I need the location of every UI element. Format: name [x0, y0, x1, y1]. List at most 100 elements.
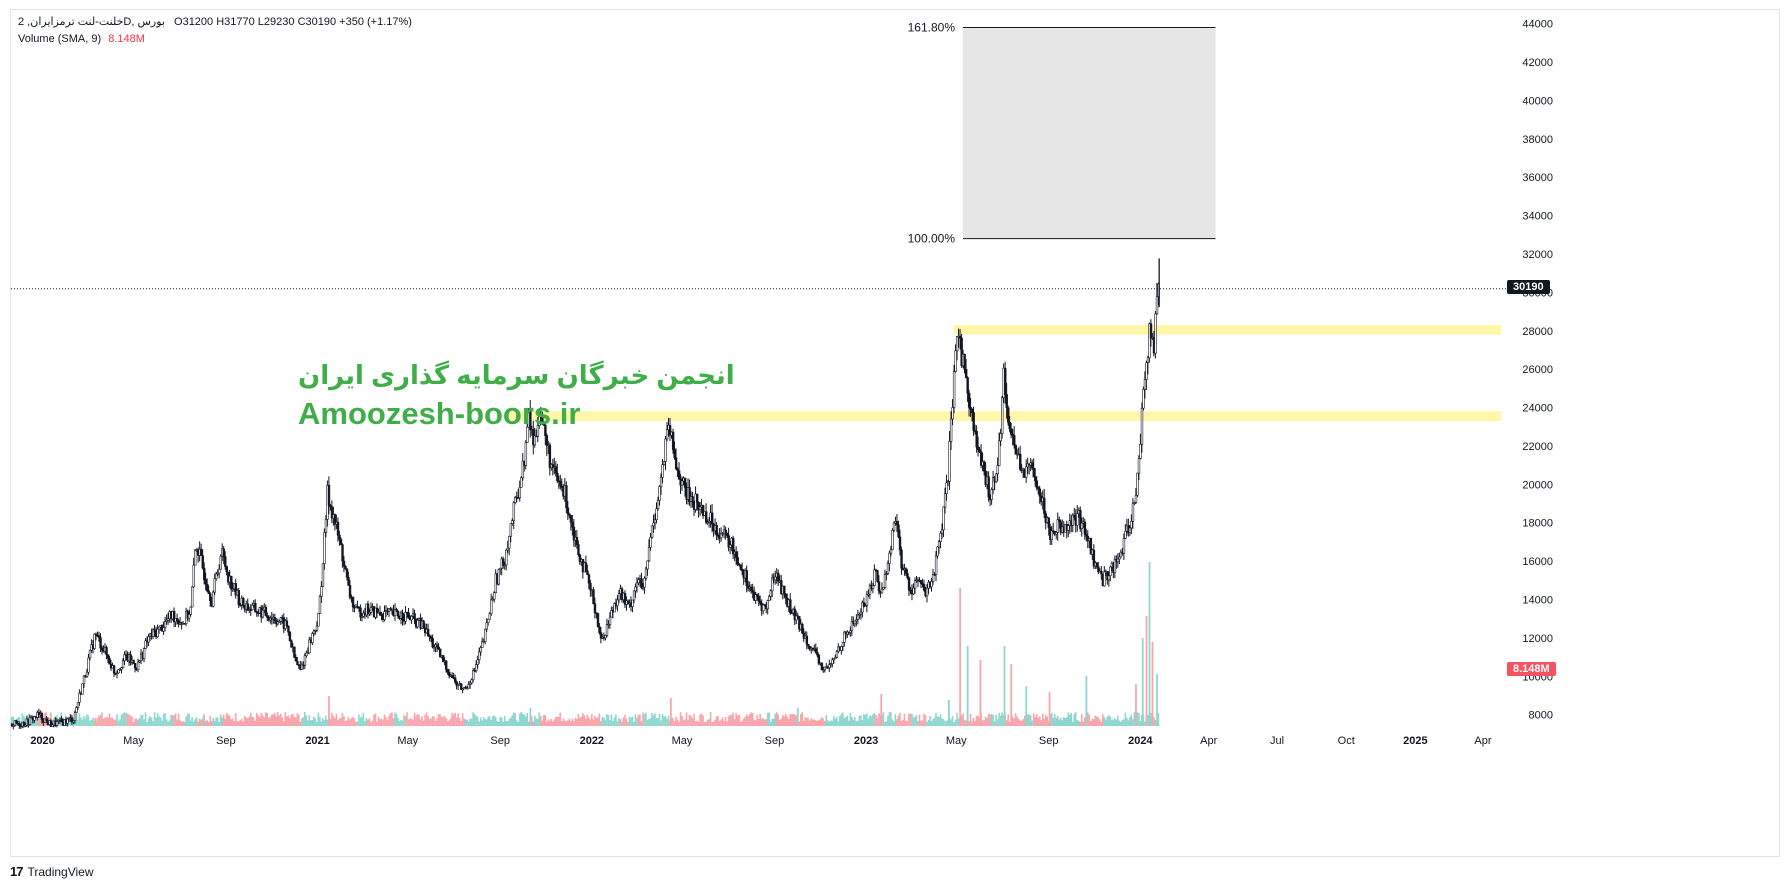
price-tick-label: 20000 — [1522, 479, 1553, 491]
volume-bar — [266, 713, 269, 726]
volume-bar — [183, 721, 186, 726]
volume-bar — [723, 721, 725, 726]
volume-bar — [987, 713, 990, 726]
tradingview-logo[interactable]: 17 TradingView — [10, 864, 94, 879]
candle-body — [766, 600, 769, 610]
symbol-name[interactable]: خلنت-لنت ترمزایران, 2D, بورس — [18, 16, 165, 28]
volume-spike-bar — [529, 708, 532, 726]
volume-bar — [276, 712, 279, 726]
volume-bar — [896, 719, 898, 726]
volume-bar — [544, 714, 547, 726]
volume-bar — [488, 716, 491, 726]
candle-body — [964, 369, 968, 378]
candle-body — [70, 717, 74, 723]
volume-bar — [759, 714, 761, 726]
candle-body — [566, 507, 570, 515]
volume-bar — [307, 720, 309, 726]
candle-body — [970, 408, 974, 413]
candle-body — [188, 614, 191, 619]
candle-body — [834, 657, 837, 660]
volume-bar — [248, 716, 251, 726]
volume-bar — [255, 713, 258, 726]
candle-body — [341, 544, 344, 562]
candle-body — [659, 476, 663, 487]
volume-bar — [747, 716, 749, 726]
volume-bar — [484, 718, 486, 726]
volume-bar — [571, 718, 574, 726]
candle-body — [595, 612, 598, 614]
candle-body — [136, 661, 140, 671]
candle-body — [192, 564, 195, 588]
volume-bar — [1040, 720, 1042, 726]
volume-bar — [298, 714, 300, 726]
volume-bar — [141, 714, 144, 726]
candle-body — [584, 562, 588, 572]
volume-bar — [854, 717, 856, 726]
volume-bar — [177, 713, 180, 726]
candle-body — [432, 646, 436, 649]
volume-bar — [164, 713, 166, 726]
time-axis: 2020 May Sep 2021 May Sep 2022 May Sep 2023 May Sep… — [30, 735, 1492, 747]
volume-bar — [625, 718, 628, 726]
volume-indicator-name[interactable]: Volume (SMA, 9) — [18, 33, 102, 45]
candle-body — [51, 724, 54, 727]
candle-body — [596, 613, 600, 628]
volume-bar — [837, 721, 840, 726]
price-tick-label: 14000 — [1522, 594, 1553, 606]
volume-bar — [1082, 721, 1085, 726]
volume-bar — [555, 717, 557, 726]
candle-body — [347, 576, 350, 586]
price-tick-label: 26000 — [1522, 364, 1553, 376]
candle-body — [368, 612, 371, 615]
candle-body — [575, 537, 579, 545]
volume-bar — [661, 714, 664, 726]
volume-bar — [128, 714, 130, 726]
candle-body — [972, 412, 975, 431]
candle-body — [490, 599, 493, 614]
candle-body — [521, 460, 525, 479]
volume-bar — [923, 713, 925, 726]
volume-bar — [574, 717, 577, 726]
volume-bar — [350, 717, 353, 726]
candle-body — [616, 599, 619, 607]
candle-body — [1010, 428, 1013, 435]
volume-bar — [869, 715, 871, 726]
time-tick-label: May — [123, 735, 144, 747]
price-tick-label: 40000 — [1522, 95, 1553, 107]
volume-bar — [684, 719, 686, 726]
volume-bar — [454, 712, 456, 726]
volume-bar — [316, 721, 318, 726]
volume-bar — [87, 715, 90, 726]
candle-body — [1037, 487, 1040, 490]
chart-canvas[interactable]: 161.80%100.00% 8000100001200014000160001… — [11, 10, 1779, 856]
volume-bar — [430, 718, 432, 726]
candle-body — [94, 633, 98, 636]
volume-bar — [945, 720, 948, 726]
volume-bar — [407, 719, 410, 726]
candle-body — [900, 549, 903, 569]
volume-bar — [252, 717, 255, 726]
volume-bar — [1034, 716, 1036, 726]
candle-body — [524, 442, 528, 466]
volume-bar — [147, 718, 150, 726]
volume-spike-bar — [1003, 646, 1006, 726]
volume-bar — [1037, 717, 1039, 726]
candle-body — [741, 568, 744, 571]
volume-bar — [310, 720, 312, 726]
volume-bar — [263, 717, 266, 726]
volume-bar — [176, 719, 178, 726]
volume-bar — [98, 715, 100, 726]
candle-body — [300, 664, 304, 670]
volume-bar — [419, 719, 422, 726]
volume-bar — [702, 715, 704, 726]
volume-bar — [323, 720, 326, 726]
volume-bar — [1038, 716, 1041, 726]
volume-bar — [1005, 720, 1008, 726]
volume-bar — [941, 718, 943, 726]
candle-body — [592, 589, 595, 604]
candle-body — [942, 506, 945, 531]
candle-body — [123, 654, 126, 662]
candle-body — [33, 716, 36, 721]
candle-body — [750, 586, 753, 591]
volume-bar — [1103, 717, 1106, 726]
